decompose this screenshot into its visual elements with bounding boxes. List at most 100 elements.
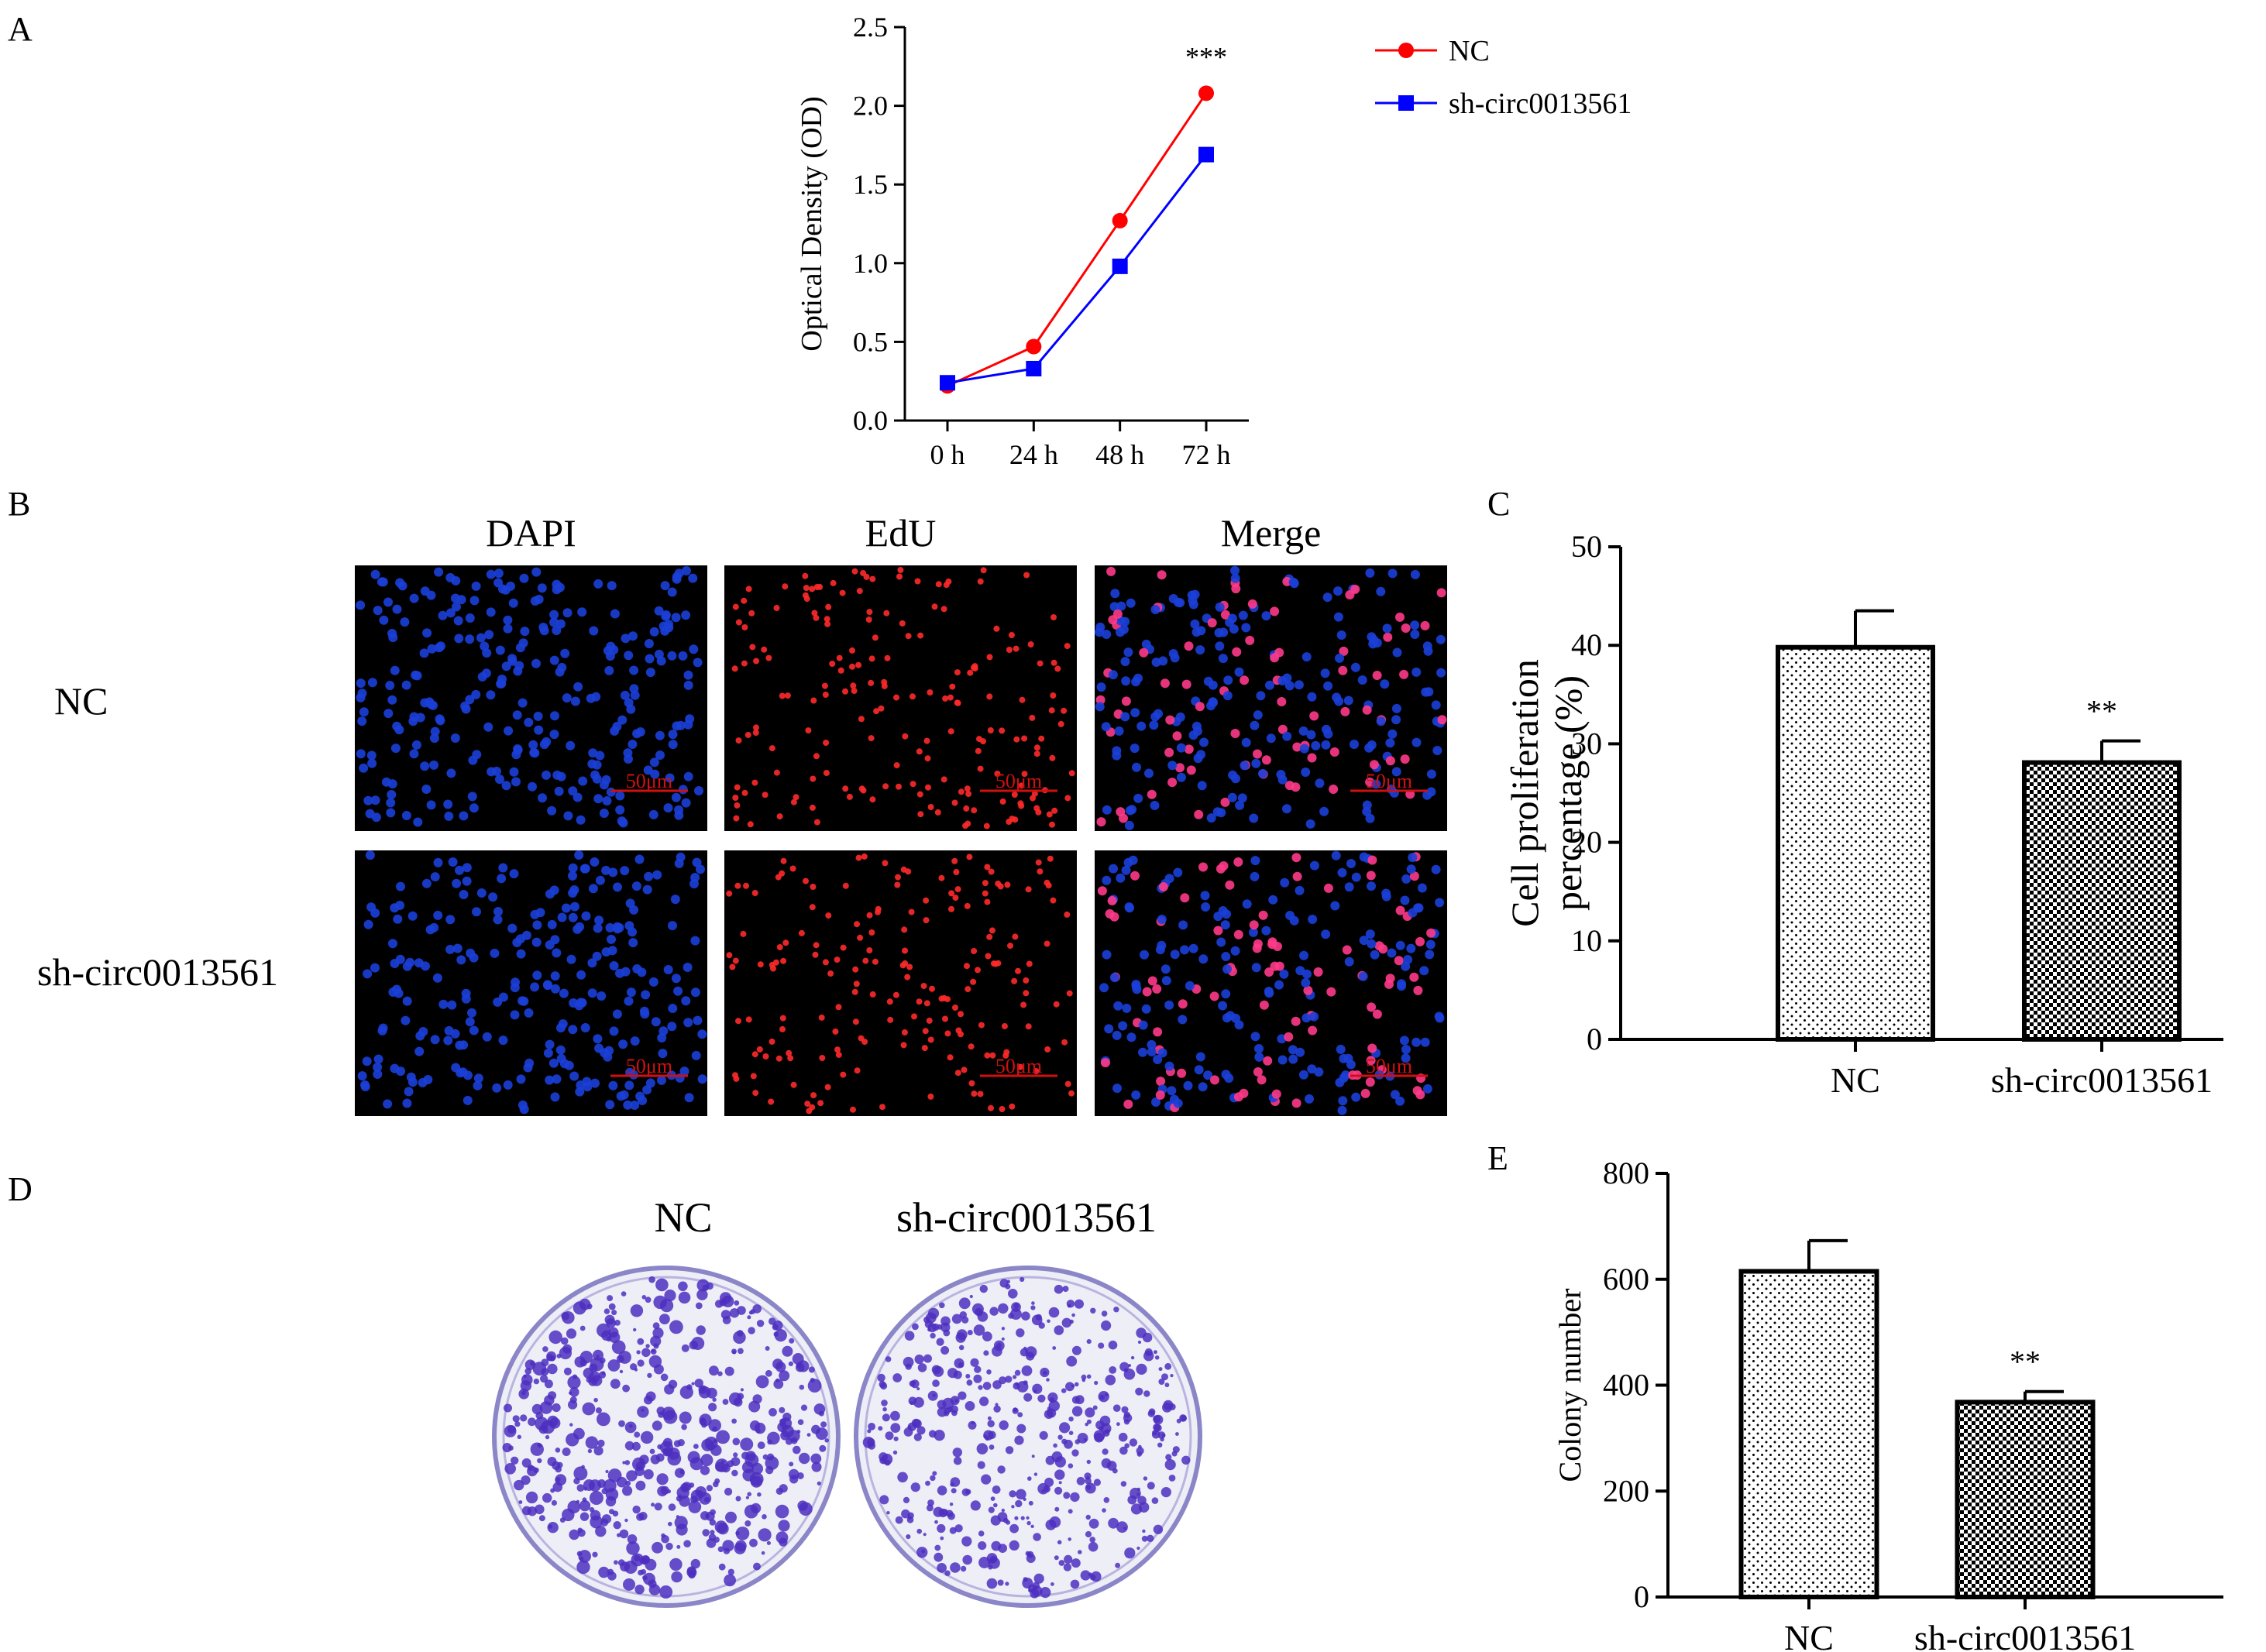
cell-nucleus <box>1176 772 1186 782</box>
cell-nucleus <box>426 590 436 600</box>
cell-nucleus <box>1408 853 1418 863</box>
colony <box>810 1378 815 1382</box>
colony <box>944 1570 951 1576</box>
colony <box>514 1421 521 1427</box>
cell-nucleus <box>1144 768 1154 778</box>
cell-nucleus <box>370 963 380 973</box>
colony <box>716 1430 730 1444</box>
cell-nucleus <box>689 644 699 654</box>
colony <box>947 1368 958 1379</box>
colony <box>966 1379 973 1386</box>
cell-nucleus <box>561 903 571 913</box>
cell-nucleus <box>1288 1054 1298 1064</box>
cell-nucleus <box>1183 1080 1193 1090</box>
cell-nucleus <box>1258 768 1267 778</box>
cell-nucleus <box>1121 696 1131 706</box>
plate-label-nc: NC <box>654 1194 712 1241</box>
cell-nucleus <box>665 773 675 783</box>
cell-nucleus <box>978 1022 985 1029</box>
cell-nucleus <box>1013 736 1020 743</box>
cell-nucleus <box>1147 789 1157 799</box>
cell-nucleus <box>587 988 597 998</box>
cell-nucleus <box>682 566 691 575</box>
colony <box>1179 1414 1187 1422</box>
colony <box>702 1284 709 1291</box>
colony <box>748 1327 755 1334</box>
cell-nucleus <box>366 750 377 761</box>
colony <box>1031 1455 1035 1458</box>
cell-nucleus <box>1311 740 1321 750</box>
cell-nucleus <box>852 1018 859 1025</box>
cell-nucleus <box>1230 573 1240 583</box>
cell-nucleus <box>869 796 876 803</box>
cell-nucleus <box>607 581 617 591</box>
colony <box>724 1487 733 1496</box>
cell-nucleus <box>528 781 537 792</box>
colony <box>668 1503 676 1511</box>
cell-nucleus <box>1359 936 1369 946</box>
colony <box>729 1308 740 1318</box>
cell-nucleus <box>1011 977 1018 984</box>
cell-nucleus <box>1249 920 1259 930</box>
cell-nucleus <box>1410 620 1420 630</box>
cell-nucleus <box>1367 855 1377 865</box>
colony <box>508 1445 514 1451</box>
legend-label: NC <box>1449 35 1490 67</box>
colony <box>811 1424 820 1434</box>
cell-nucleus <box>881 678 888 685</box>
cell-nucleus <box>922 1028 929 1035</box>
colony <box>1136 1447 1144 1455</box>
colony <box>878 1426 883 1431</box>
colony <box>738 1348 744 1355</box>
cell-nucleus <box>879 1104 885 1111</box>
cell-nucleus <box>1301 768 1311 777</box>
colony <box>1137 1496 1147 1505</box>
cell-nucleus <box>1150 605 1161 614</box>
cell-nucleus <box>1241 623 1251 633</box>
cell-nucleus <box>1350 740 1359 749</box>
colony <box>1119 1446 1128 1455</box>
cell-nucleus <box>1266 733 1276 744</box>
cell-nucleus <box>421 878 432 888</box>
colony <box>1168 1403 1176 1410</box>
significance-annotation: *** <box>1185 41 1227 72</box>
colony <box>903 1496 910 1503</box>
colony <box>1157 1442 1163 1448</box>
cell-nucleus <box>577 607 587 617</box>
cell-nucleus <box>394 988 404 998</box>
cell-nucleus <box>868 735 875 742</box>
y-tick-label: 40 <box>1571 627 1602 662</box>
cell-nucleus <box>1112 750 1122 761</box>
cell-nucleus <box>1335 1077 1345 1087</box>
colony <box>987 1416 992 1420</box>
cell-nucleus <box>555 582 565 592</box>
colony <box>520 1414 528 1422</box>
colony <box>1001 1508 1006 1513</box>
cell-nucleus <box>609 1026 619 1036</box>
colony <box>934 1552 944 1562</box>
cell-nucleus <box>842 688 848 695</box>
colony <box>606 1318 616 1328</box>
colony <box>1020 1276 1025 1283</box>
cell-nucleus <box>836 654 843 661</box>
colony <box>551 1499 558 1506</box>
cell-nucleus <box>543 1048 553 1058</box>
colony <box>548 1391 557 1400</box>
colony <box>614 1320 621 1326</box>
cell-nucleus <box>895 874 901 881</box>
cell-nucleus <box>911 1013 917 1020</box>
cell-nucleus <box>813 584 820 590</box>
colony <box>927 1323 937 1333</box>
colony <box>706 1387 717 1399</box>
cell-nucleus <box>618 818 628 828</box>
cell-nucleus <box>1270 961 1280 971</box>
colony <box>735 1527 750 1540</box>
colony <box>890 1423 901 1433</box>
cell-nucleus <box>367 678 377 688</box>
cell-nucleus <box>1206 701 1216 711</box>
cell-nucleus <box>674 810 684 820</box>
cell-nucleus <box>628 740 638 749</box>
colony <box>1031 1314 1043 1326</box>
cell-nucleus <box>1437 715 1447 725</box>
colony <box>976 1443 989 1455</box>
